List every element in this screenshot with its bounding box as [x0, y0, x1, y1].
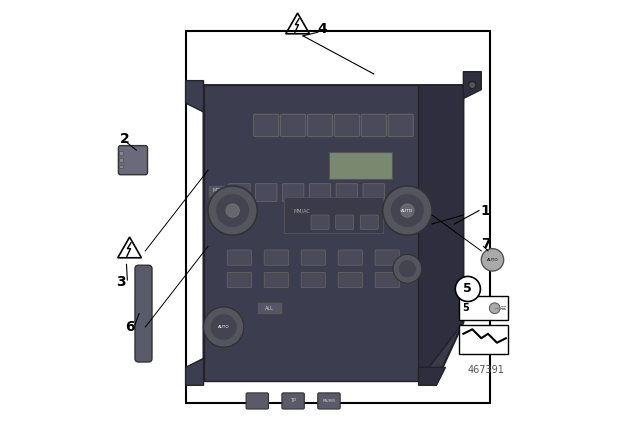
Text: ALL: ALL: [265, 306, 274, 310]
Circle shape: [455, 276, 481, 302]
FancyBboxPatch shape: [282, 393, 305, 409]
FancyBboxPatch shape: [334, 114, 360, 137]
Text: MM/AC: MM/AC: [294, 208, 310, 213]
Text: AUTO: AUTO: [218, 325, 230, 329]
Text: MODE: MODE: [212, 188, 228, 194]
FancyBboxPatch shape: [317, 393, 340, 409]
FancyBboxPatch shape: [338, 272, 362, 288]
Bar: [459, 296, 508, 320]
FancyBboxPatch shape: [255, 184, 277, 202]
Circle shape: [401, 204, 414, 217]
Text: AUTO: AUTO: [401, 209, 413, 212]
FancyBboxPatch shape: [118, 146, 148, 175]
FancyBboxPatch shape: [280, 114, 306, 137]
Bar: [119, 165, 123, 168]
Circle shape: [383, 186, 432, 235]
FancyBboxPatch shape: [363, 184, 385, 202]
FancyBboxPatch shape: [253, 114, 279, 137]
Text: 7: 7: [481, 237, 491, 251]
Text: AUTO: AUTO: [486, 258, 499, 262]
FancyBboxPatch shape: [307, 114, 333, 137]
Circle shape: [490, 303, 500, 314]
Bar: [284, 197, 383, 233]
FancyBboxPatch shape: [311, 215, 329, 229]
Text: 6: 6: [125, 320, 134, 334]
Bar: [186, 31, 490, 403]
FancyBboxPatch shape: [360, 215, 378, 229]
FancyBboxPatch shape: [375, 250, 399, 265]
Circle shape: [468, 82, 476, 89]
Text: TP: TP: [290, 398, 296, 404]
Bar: [329, 152, 392, 179]
Bar: [208, 185, 233, 197]
FancyBboxPatch shape: [309, 184, 331, 202]
FancyBboxPatch shape: [388, 114, 413, 137]
Circle shape: [216, 194, 250, 228]
Circle shape: [226, 204, 239, 217]
Circle shape: [393, 254, 422, 283]
Circle shape: [398, 260, 416, 278]
Polygon shape: [204, 85, 419, 381]
Bar: [119, 151, 123, 155]
Text: 2: 2: [120, 132, 130, 146]
Circle shape: [210, 314, 237, 340]
FancyBboxPatch shape: [264, 250, 289, 265]
Circle shape: [390, 194, 424, 228]
FancyBboxPatch shape: [375, 272, 399, 288]
Polygon shape: [186, 81, 204, 112]
Polygon shape: [419, 367, 445, 385]
Text: 467391: 467391: [467, 365, 504, 375]
FancyBboxPatch shape: [336, 184, 358, 202]
Text: 5: 5: [463, 282, 472, 296]
Text: 3: 3: [116, 275, 125, 289]
Bar: [257, 302, 282, 314]
FancyBboxPatch shape: [228, 184, 250, 202]
Polygon shape: [419, 85, 463, 381]
FancyBboxPatch shape: [301, 250, 325, 265]
FancyBboxPatch shape: [301, 272, 325, 288]
FancyBboxPatch shape: [227, 250, 252, 265]
Circle shape: [208, 186, 257, 235]
Bar: [459, 325, 508, 354]
Polygon shape: [186, 358, 204, 385]
Text: 4: 4: [317, 22, 327, 36]
Text: 1: 1: [481, 203, 491, 218]
FancyBboxPatch shape: [282, 184, 304, 202]
Text: 5: 5: [462, 303, 469, 313]
Polygon shape: [463, 72, 481, 99]
FancyBboxPatch shape: [338, 250, 362, 265]
Polygon shape: [204, 85, 463, 381]
Circle shape: [481, 249, 504, 271]
FancyBboxPatch shape: [264, 272, 289, 288]
Bar: [119, 158, 123, 162]
FancyBboxPatch shape: [361, 114, 387, 137]
FancyBboxPatch shape: [135, 265, 152, 362]
FancyBboxPatch shape: [246, 393, 269, 409]
Text: RN/RM: RN/RM: [323, 399, 335, 403]
Circle shape: [204, 307, 244, 347]
FancyBboxPatch shape: [227, 272, 252, 288]
FancyBboxPatch shape: [336, 215, 354, 229]
